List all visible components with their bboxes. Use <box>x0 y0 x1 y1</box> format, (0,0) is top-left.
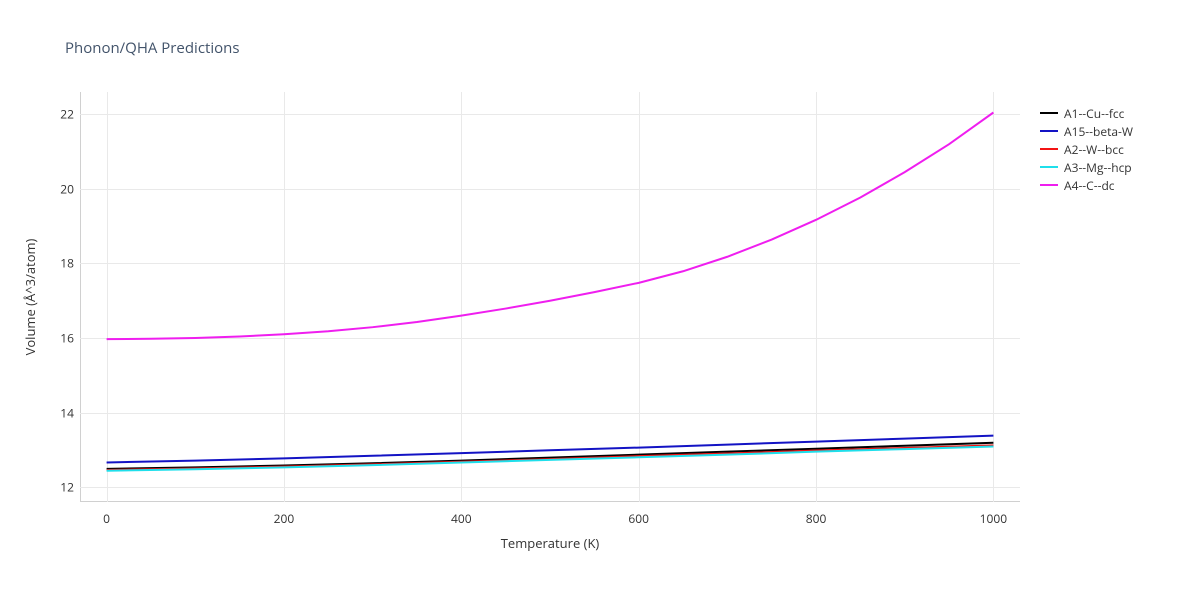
x-axis-title: Temperature (K) <box>501 534 600 552</box>
legend-item[interactable]: A1--Cu--fcc <box>1040 104 1133 122</box>
chart-container: Phonon/QHA Predictions 0 200 400 600 800 1000… <box>0 0 1200 600</box>
x-tick-label: 0 <box>103 510 110 527</box>
y-axis-title: Volume (Å^3/atom) <box>21 239 39 356</box>
legend-label: A15--beta-W <box>1064 123 1133 140</box>
legend-item[interactable]: A15--beta-W <box>1040 122 1133 140</box>
x-tick-label: 600 <box>628 510 649 527</box>
legend-item[interactable]: A3--Mg--hcp <box>1040 158 1133 176</box>
y-tick-label: 22 <box>52 106 74 123</box>
series-svg <box>80 92 1020 502</box>
y-tick-label: 18 <box>52 255 74 272</box>
y-tick-label: 20 <box>52 180 74 197</box>
legend-swatch <box>1040 166 1058 168</box>
legend-item[interactable]: A2--W--bcc <box>1040 140 1133 158</box>
legend-swatch <box>1040 184 1058 186</box>
legend-label: A1--Cu--fcc <box>1064 105 1124 122</box>
legend-label: A4--C--dc <box>1064 177 1115 194</box>
chart-title: Phonon/QHA Predictions <box>65 38 240 58</box>
y-tick-label: 16 <box>52 330 74 347</box>
legend-item[interactable]: A4--C--dc <box>1040 176 1133 194</box>
series-line[interactable] <box>107 443 994 469</box>
legend-swatch <box>1040 130 1058 132</box>
legend-swatch <box>1040 112 1058 114</box>
plot-area[interactable] <box>80 92 1020 502</box>
y-tick-label: 14 <box>52 404 74 421</box>
x-tick-label: 800 <box>806 510 827 527</box>
x-tick-label: 1000 <box>980 510 1007 527</box>
legend-label: A3--Mg--hcp <box>1064 159 1132 176</box>
legend-swatch <box>1040 148 1058 150</box>
legend: A1--Cu--fccA15--beta-WA2--W--bccA3--Mg--… <box>1040 104 1133 194</box>
x-tick-label: 400 <box>451 510 472 527</box>
x-tick-label: 200 <box>274 510 295 527</box>
series-line[interactable] <box>107 113 994 340</box>
legend-label: A2--W--bcc <box>1064 141 1124 158</box>
y-tick-label: 12 <box>52 479 74 496</box>
